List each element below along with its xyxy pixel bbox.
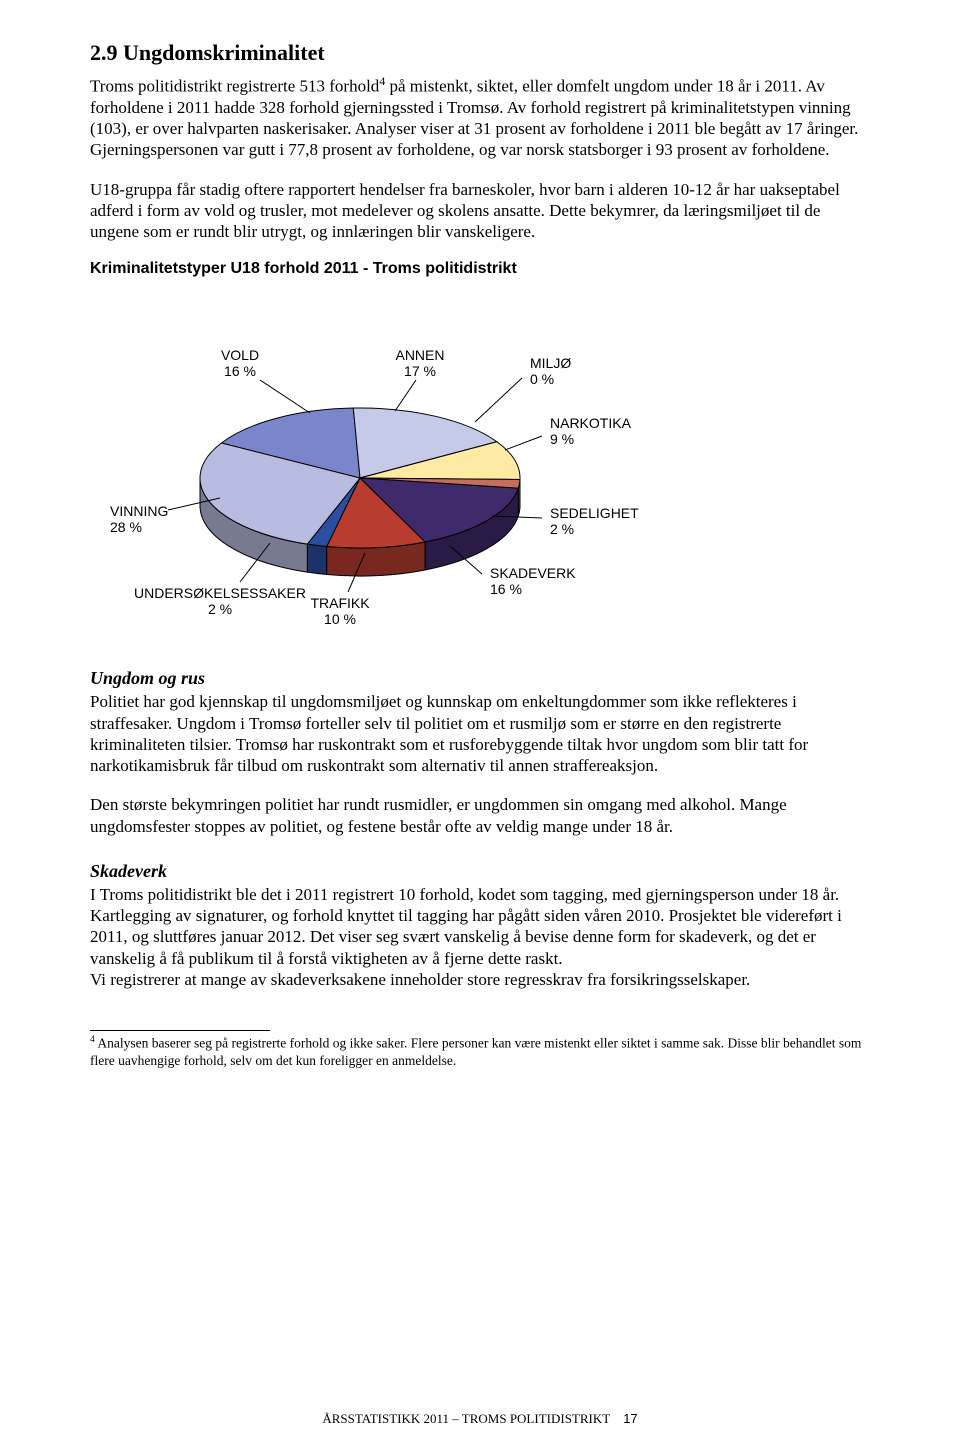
page-footer: ÅRSSTATISTIKK 2011 – TROMS POLITIDISTRIK… bbox=[0, 1411, 960, 1427]
svg-text:SEDELIGHET2 %: SEDELIGHET2 % bbox=[550, 505, 639, 537]
section-heading: 2.9 Ungdomskriminalitet bbox=[90, 40, 870, 66]
chart-title: Kriminalitetstyper U18 forhold 2011 - Tr… bbox=[90, 260, 870, 278]
svg-text:ANNEN17 %: ANNEN17 % bbox=[395, 347, 444, 379]
skadeverk-paragraph: I Troms politidistrikt ble det i 2011 re… bbox=[90, 884, 870, 990]
svg-text:UNDERSØKELSESSAKER2 %: UNDERSØKELSESSAKER2 % bbox=[134, 585, 306, 617]
p1-a: Troms politidistrikt registrerte 513 for… bbox=[90, 77, 379, 96]
rus-paragraph-2: Den største bekymringen politiet har run… bbox=[90, 794, 870, 837]
rus-paragraph-1: Politiet har god kjennskap til ungdomsmi… bbox=[90, 691, 870, 776]
intro-paragraph-1: Troms politidistrikt registrerte 513 for… bbox=[90, 74, 870, 161]
footer-text: ÅRSSTATISTIKK 2011 – TROMS POLITIDISTRIK… bbox=[322, 1411, 610, 1426]
document-page: 2.9 Ungdomskriminalitet Troms politidist… bbox=[0, 0, 960, 1447]
pie-chart-svg: VOLD16 % ANNEN17 % MILJØ0 % NARKOTIKA9 % SED… bbox=[90, 298, 710, 638]
svg-text:MILJØ0 %: MILJØ0 % bbox=[530, 355, 571, 387]
svg-text:VOLD16 %: VOLD16 % bbox=[221, 347, 259, 379]
footnote-text: Analysen baserer seg på registrerte forh… bbox=[90, 1036, 861, 1068]
intro-paragraph-2: U18-gruppa får stadig oftere rapportert … bbox=[90, 179, 870, 243]
svg-text:TRAFIKK10 %: TRAFIKK10 % bbox=[310, 595, 370, 627]
footnote-4: 4 Analysen baserer seg på registrerte fo… bbox=[90, 1035, 870, 1069]
svg-text:NARKOTIKA9 %: NARKOTIKA9 % bbox=[550, 415, 632, 447]
subheading-skadeverk: Skadeverk bbox=[90, 861, 870, 882]
svg-text:SKADEVERK16 %: SKADEVERK16 % bbox=[490, 565, 576, 597]
footnote-divider bbox=[90, 1030, 270, 1031]
svg-text:VINNING28 %: VINNING28 % bbox=[110, 503, 168, 535]
subheading-ungdom-og-rus: Ungdom og rus bbox=[90, 668, 870, 689]
page-number: 17 bbox=[623, 1411, 637, 1426]
u18-pie-chart: Kriminalitetstyper U18 forhold 2011 - Tr… bbox=[90, 260, 870, 638]
